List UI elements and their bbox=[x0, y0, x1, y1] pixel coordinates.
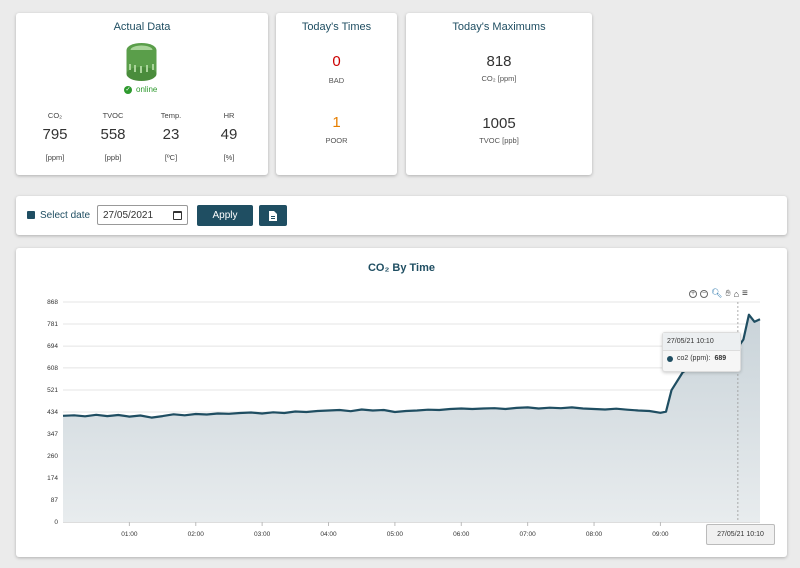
calendar-picker-icon[interactable] bbox=[173, 211, 182, 220]
check-circle-icon: ✓ bbox=[124, 85, 132, 94]
max-tvoc-label: TVOC [ppb] bbox=[479, 136, 519, 145]
metric-name: CO₂ bbox=[47, 111, 63, 120]
sensor-icon bbox=[125, 42, 158, 93]
metric-name: HR bbox=[223, 111, 235, 120]
chart-title: CO₂ By Time bbox=[367, 262, 436, 274]
select-date-label: Select date bbox=[40, 210, 91, 221]
tooltip-body: co2 (ppm): 689 bbox=[663, 351, 740, 366]
metric-unit: [%] bbox=[223, 153, 235, 162]
chart-card bbox=[16, 248, 787, 557]
online-status: ✓ online bbox=[124, 85, 157, 94]
todays-maximums-title: Today's Maximums bbox=[452, 21, 546, 33]
metric-unit: [ppb] bbox=[104, 153, 122, 162]
home-icon[interactable]: ⌂ bbox=[733, 288, 740, 299]
chart-toolbar: + − 🔍︎ ✋︎ ⌂ ≡ bbox=[689, 288, 748, 299]
tooltip-value: 689 bbox=[714, 355, 727, 362]
max-co2-label: CO₂ [ppm] bbox=[481, 74, 517, 83]
file-icon bbox=[269, 210, 277, 221]
export-button[interactable] bbox=[259, 205, 287, 226]
date-input-value: 27/05/2021 bbox=[103, 209, 154, 221]
metric-name: Temp. bbox=[160, 111, 182, 120]
metric-name: TVOC bbox=[102, 111, 124, 120]
max-co2-value: 818 bbox=[486, 53, 512, 70]
metric-temp: Temp. 23 [ºC] bbox=[146, 111, 196, 162]
tooltip-series-label: co2 (ppm): bbox=[677, 355, 711, 362]
date-input[interactable]: 27/05/2021 bbox=[97, 205, 188, 225]
pan-icon[interactable]: ✋︎ bbox=[725, 288, 731, 298]
metric-value: 23 bbox=[162, 126, 180, 143]
metric-value: 558 bbox=[100, 126, 126, 143]
zoom-in-icon[interactable]: + bbox=[689, 289, 697, 298]
actual-data-card: Actual Data ✓ online CO₂ 795 [ppm] TVOC … bbox=[16, 13, 268, 175]
metric-unit: [ppm] bbox=[45, 153, 65, 162]
todays-times-card: Today's Times 0 BAD 1 POOR bbox=[276, 13, 397, 175]
todays-times-title: Today's Times bbox=[301, 21, 372, 33]
metric-value: 49 bbox=[220, 126, 238, 143]
zoom-selection-icon[interactable]: 🔍︎ bbox=[711, 288, 723, 298]
menu-icon[interactable]: ≡ bbox=[742, 288, 748, 299]
series-dot-icon bbox=[667, 355, 673, 362]
metric-value: 795 bbox=[42, 126, 68, 143]
metric-unit: [ºC] bbox=[164, 153, 178, 162]
zoom-out-icon[interactable]: − bbox=[700, 289, 708, 298]
metric-hr: HR 49 [%] bbox=[204, 111, 254, 162]
todays-maximums-card: Today's Maximums 818 CO₂ [ppm] 1005 TVOC… bbox=[406, 13, 592, 175]
max-tvoc-value: 1005 bbox=[482, 115, 516, 132]
bad-label: BAD bbox=[328, 76, 345, 85]
bad-count: 0 bbox=[332, 53, 341, 70]
calendar-icon bbox=[27, 211, 35, 219]
online-status-label: online bbox=[136, 85, 158, 94]
tooltip-header: 27/05/21 10:10 bbox=[663, 333, 740, 351]
apply-button[interactable]: Apply bbox=[197, 205, 253, 226]
metric-tvoc: TVOC 558 [ppb] bbox=[88, 111, 138, 162]
x-axis-tooltip: 27/05/21 10:10 bbox=[706, 524, 775, 545]
poor-label: POOR bbox=[325, 136, 348, 145]
poor-count: 1 bbox=[332, 114, 341, 131]
actual-data-title: Actual Data bbox=[113, 21, 171, 33]
metric-co2: CO₂ 795 [ppm] bbox=[30, 111, 80, 162]
chart-tooltip: 27/05/21 10:10 co2 (ppm): 689 bbox=[662, 332, 741, 372]
